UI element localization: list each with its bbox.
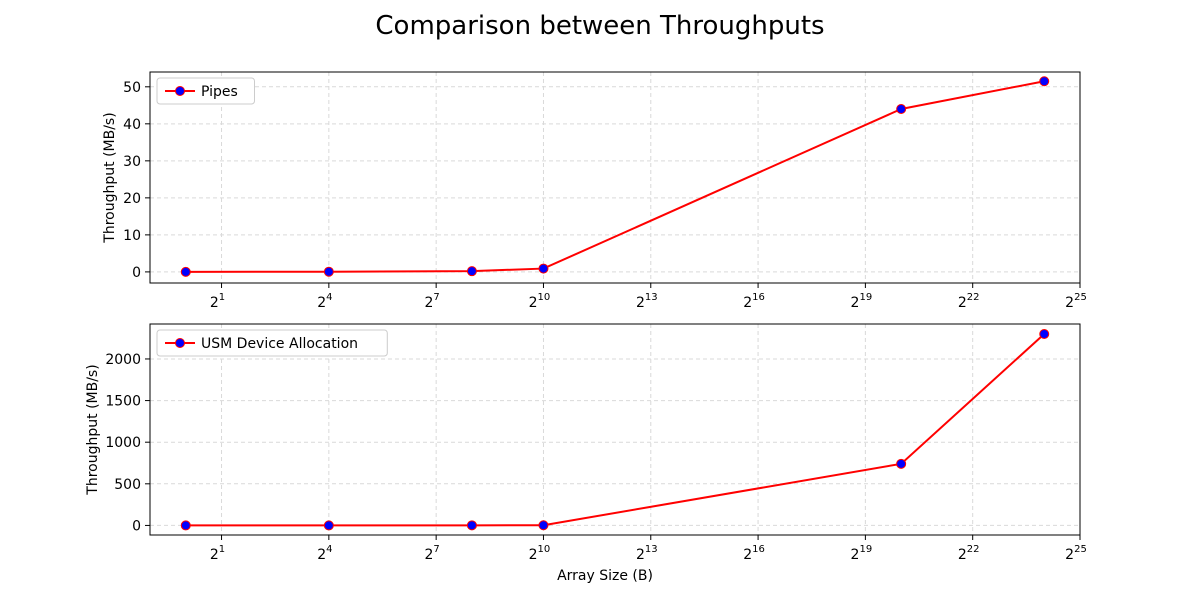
data-point (466, 520, 477, 531)
x-tick-label: 216 (743, 292, 765, 311)
y-tick-label: 10 (123, 228, 141, 244)
data-point (896, 104, 907, 115)
x-axis-label: Array Size (B) (557, 568, 653, 584)
chart-panels: 21 24 27 210 213 216 219 222 22501020304050Throu… (85, 71, 1087, 584)
data-point (538, 263, 549, 274)
x-tick-label: 219 (851, 544, 873, 563)
x-tick-label: 225 (1065, 544, 1087, 563)
x-tick-exponent: 13 (645, 544, 658, 555)
x-tick-label: 225 (1065, 292, 1087, 311)
series-line (185, 333, 1045, 527)
y-axis-label: Throughput (MB/s) (102, 112, 118, 243)
x-tick-exponent: 7 (433, 544, 439, 555)
y-tick-label: 0 (132, 518, 141, 534)
y-tick-label: 2000 (105, 352, 141, 368)
y-tick-label: 30 (123, 154, 141, 170)
x-tick-exponent: 19 (859, 544, 872, 555)
x-tick-label: 222 (958, 544, 980, 563)
y-tick-label: 1500 (105, 394, 141, 410)
x-tick-label: 27 (425, 292, 440, 311)
figure-title: Comparison between Throughputs (375, 11, 824, 41)
x-tick-label: 213 (636, 292, 658, 311)
data-point (323, 266, 334, 277)
x-tick-exponent: 25 (1074, 544, 1087, 555)
x-tick-exponent: 1 (219, 544, 225, 555)
chart-panel-1: 21 24 27 210 213 216 219 222 225 0 10 20 30 40 50 Throu… (102, 71, 1087, 311)
data-point (180, 520, 191, 531)
legend-marker (175, 338, 185, 348)
legend-label: Pipes (201, 84, 238, 100)
data-point (896, 458, 907, 469)
data-point (1039, 328, 1050, 339)
y-tick-label: 20 (123, 191, 141, 207)
chart-panel-2: 21 24 27 210 213 216 219 222 225 0 500 1000 1500 2000… (85, 323, 1087, 584)
x-tick-label: 21 (210, 544, 225, 563)
axes-frame (149, 323, 1081, 536)
x-tick-label: 24 (317, 544, 332, 563)
x-tick-exponent: 4 (326, 292, 332, 303)
y-tick-label: 0 (132, 265, 141, 281)
x-tick-exponent: 25 (1074, 292, 1087, 303)
legend-box (156, 77, 255, 105)
data-point (323, 520, 334, 531)
legend: Pipes (156, 77, 255, 105)
x-tick-label: 222 (958, 292, 980, 311)
x-tick-label: 24 (317, 292, 332, 311)
legend: USM Device Allocation (156, 329, 388, 357)
data-point (466, 266, 477, 277)
x-tick-exponent: 13 (645, 292, 658, 303)
x-tick-exponent: 19 (859, 292, 872, 303)
y-tick-label: 50 (123, 80, 141, 96)
x-tick-exponent: 16 (752, 292, 765, 303)
x-tick-label: 216 (743, 544, 765, 563)
data-point (538, 520, 549, 531)
y-tick-label: 500 (114, 477, 141, 493)
y-tick-label: 1000 (105, 435, 141, 451)
x-tick-exponent: 22 (967, 292, 980, 303)
x-tick-exponent: 16 (752, 544, 765, 555)
axes-frame (149, 71, 1081, 284)
x-tick-label: 219 (851, 292, 873, 311)
data-point (1039, 76, 1050, 87)
x-tick-label: 21 (210, 292, 225, 311)
x-tick-label: 27 (425, 544, 440, 563)
x-tick-exponent: 4 (326, 544, 332, 555)
x-tick-exponent: 7 (433, 292, 439, 303)
y-tick-label: 40 (123, 117, 141, 133)
x-tick-exponent: 1 (219, 292, 225, 303)
x-tick-label: 210 (529, 544, 551, 563)
series-line (185, 80, 1045, 273)
legend-label: USM Device Allocation (201, 336, 358, 352)
x-tick-exponent: 10 (538, 544, 551, 555)
y-axis-label: Throughput (MB/s) (85, 364, 101, 495)
x-tick-label: 213 (636, 544, 658, 563)
x-tick-label: 210 (529, 292, 551, 311)
data-point (180, 266, 191, 277)
legend-box (156, 329, 388, 357)
legend-marker (175, 86, 185, 96)
x-tick-exponent: 22 (967, 544, 980, 555)
x-tick-exponent: 10 (538, 292, 551, 303)
